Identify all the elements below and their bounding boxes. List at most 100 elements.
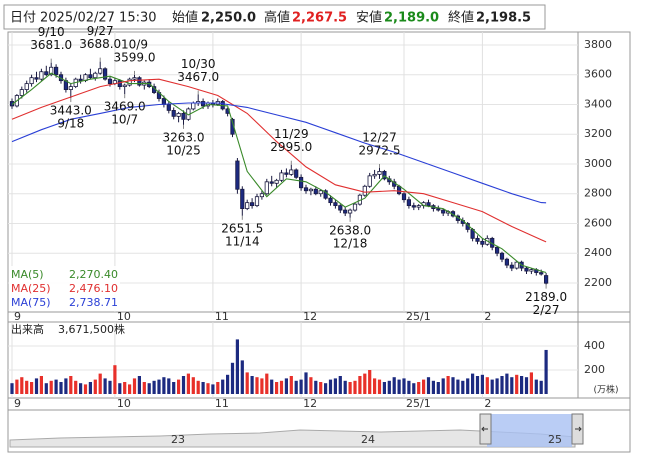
x-tick-label: 2: [484, 310, 491, 323]
volume-bar: [319, 382, 323, 394]
legend-box: [9, 266, 120, 311]
candle-body: [269, 181, 274, 184]
annotation-price: 2995.0: [270, 140, 312, 154]
datetime: 2025/02/27 15:30: [40, 11, 157, 26]
volume-bar: [402, 378, 406, 394]
volume-bar: [191, 377, 195, 394]
y-tick-label: 400: [584, 339, 605, 352]
volume-bar: [162, 377, 166, 394]
volume-bar: [181, 376, 186, 394]
volume-bar: [328, 379, 333, 394]
volume-bar: [407, 380, 411, 394]
annotation-date: 2/27: [533, 303, 560, 317]
chart-frame: [7, 31, 631, 453]
x-tick-label: 12: [303, 397, 317, 410]
volume-bar: [44, 383, 48, 394]
legend-name: MA(5): [11, 268, 44, 281]
candle-body: [264, 181, 269, 195]
volume-bar: [431, 380, 435, 394]
annotation-date: 10/30: [181, 57, 216, 71]
volume-bar: [485, 377, 489, 394]
x-tick-label: 12: [303, 310, 317, 323]
candle-body: [54, 66, 59, 76]
candle-body: [39, 71, 44, 80]
volume-bar: [34, 378, 39, 394]
close-label: 終値: [448, 10, 474, 26]
volume-bar: [235, 339, 239, 394]
annotation-price: 2189.0: [525, 290, 567, 304]
volume-bar: [226, 374, 230, 394]
volume-bar: [265, 373, 269, 394]
volume-bar: [515, 374, 519, 394]
volume-bar: [39, 376, 43, 394]
candle-body: [347, 209, 353, 214]
volume-bar: [157, 379, 161, 394]
candle-body: [137, 77, 142, 86]
y-tick-label: 2800: [584, 187, 612, 200]
y-tick-label: 3200: [584, 127, 612, 140]
candle-body: [122, 84, 127, 88]
volume-bar: [20, 377, 24, 394]
volume-bar: [333, 378, 337, 394]
low-label: 安値: [356, 10, 382, 26]
volume-bar: [368, 370, 372, 394]
open-value: 2,250.0: [201, 11, 256, 26]
volume-bar: [255, 377, 259, 394]
volume-bar: [123, 382, 127, 394]
volume-bar: [299, 379, 303, 394]
volume-bar: [500, 376, 504, 394]
volume-bar: [358, 376, 362, 394]
volume-bar: [417, 382, 421, 394]
volume-bar: [529, 372, 533, 394]
navigator[interactable]: 23 24 25: [9, 413, 584, 448]
volume-bar: [30, 382, 34, 394]
x-tick-label: 10: [117, 310, 131, 323]
volume-bar: [373, 378, 377, 394]
volume-bar: [377, 379, 382, 394]
candle-body: [249, 202, 255, 207]
volume-bar: [83, 384, 88, 394]
candle-body: [441, 209, 446, 214]
ma-line: [11, 72, 547, 274]
volume-bar: [353, 380, 357, 394]
volume-bar: [397, 379, 401, 394]
x-tick-label: 2: [484, 397, 491, 410]
candle-body: [372, 173, 377, 177]
volume-bar: [54, 379, 58, 394]
x-tick-label: 10: [117, 397, 131, 410]
candle-body: [494, 246, 500, 254]
candle-body: [24, 83, 29, 90]
annotation-price: 3443.0: [50, 104, 92, 118]
volume-bar: [108, 380, 112, 394]
candle-body: [166, 104, 171, 111]
volume-bar: [10, 383, 14, 394]
candle-body: [259, 193, 265, 198]
candle-body: [504, 258, 510, 266]
volume-bar: [196, 380, 200, 394]
volume-bar: [284, 378, 288, 394]
navigator-selection[interactable]: [487, 414, 572, 447]
candle-body: [34, 77, 39, 80]
candle-body: [539, 272, 544, 275]
volume-bar: [98, 373, 102, 394]
y-tick-label: 2600: [584, 216, 612, 229]
annotation-price: 3681.0: [30, 38, 72, 52]
legend-value: 2,270.40: [69, 268, 118, 281]
volume-bar: [103, 378, 107, 394]
volume-bar: [230, 362, 235, 394]
volume-bar: [534, 379, 538, 394]
volume-bar: [15, 379, 19, 394]
candle-body: [514, 261, 519, 269]
candle-body: [191, 102, 196, 110]
volume-unit: (万株): [593, 384, 618, 396]
candle-body: [235, 160, 240, 190]
volume-bar: [132, 378, 137, 394]
volume-bar: [64, 378, 68, 394]
volume-bar: [289, 376, 293, 394]
volume-bar: [314, 380, 318, 394]
candle-body: [29, 77, 34, 85]
legend-value: 2,476.10: [69, 282, 118, 295]
candle-body: [328, 197, 333, 204]
candle-body: [294, 169, 299, 178]
x-tick-label: 11: [215, 397, 229, 410]
